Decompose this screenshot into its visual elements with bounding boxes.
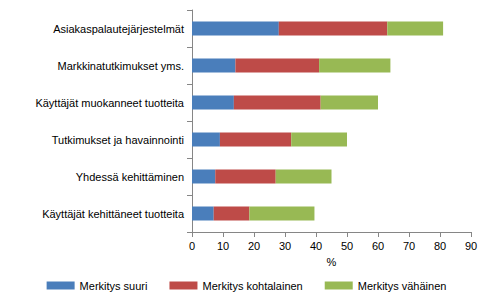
svg-text:20: 20 [248,240,260,252]
svg-text:10: 10 [217,240,229,252]
svg-text:0: 0 [189,240,195,252]
svg-text:Merkitys suuri: Merkitys suuri [80,280,148,292]
svg-text:Markkinatutkimukset yms.: Markkinatutkimukset yms. [57,60,184,72]
svg-text:70: 70 [403,240,415,252]
svg-text:Käyttäjät kehittäneet tuotteit: Käyttäjät kehittäneet tuotteita [42,208,185,220]
svg-text:Tutkimukset ja havainnointi: Tutkimukset ja havainnointi [52,134,184,146]
svg-text:50: 50 [341,240,353,252]
svg-text:60: 60 [372,240,384,252]
svg-text:%: % [327,256,337,268]
svg-text:80: 80 [434,240,446,252]
svg-text:Yhdessä kehittäminen: Yhdessä kehittäminen [76,171,184,183]
svg-text:90: 90 [465,240,477,252]
svg-text:40: 40 [310,240,322,252]
svg-text:30: 30 [279,240,291,252]
svg-text:Asiakaspalautejärjestelmät: Asiakaspalautejärjestelmät [53,23,184,35]
svg-text:Merkitys kohtalainen: Merkitys kohtalainen [202,280,302,292]
svg-text:Merkitys vähäinen: Merkitys vähäinen [358,280,447,292]
svg-text:Käyttäjät muokanneet tuotteita: Käyttäjät muokanneet tuotteita [35,97,184,109]
